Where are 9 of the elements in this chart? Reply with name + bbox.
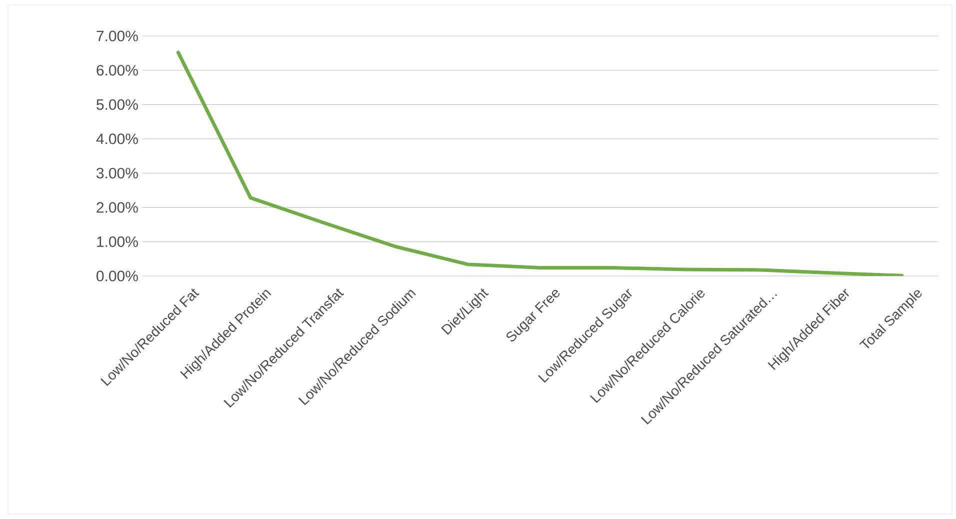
y-tick-label: 5.00%	[96, 99, 138, 110]
y-tick-label: 3.00%	[96, 168, 138, 178]
y-tick-label: 7.00%	[96, 30, 138, 42]
y-tick-label: 2.00%	[96, 202, 138, 213]
y-tick-label: 4.00%	[96, 134, 138, 144]
y-tick-label: 1.00%	[97, 236, 138, 248]
y-tick-label: 6.00%	[96, 64, 138, 76]
y-tick-label: 0.00%	[96, 270, 138, 282]
line-series	[176, 50, 904, 276]
